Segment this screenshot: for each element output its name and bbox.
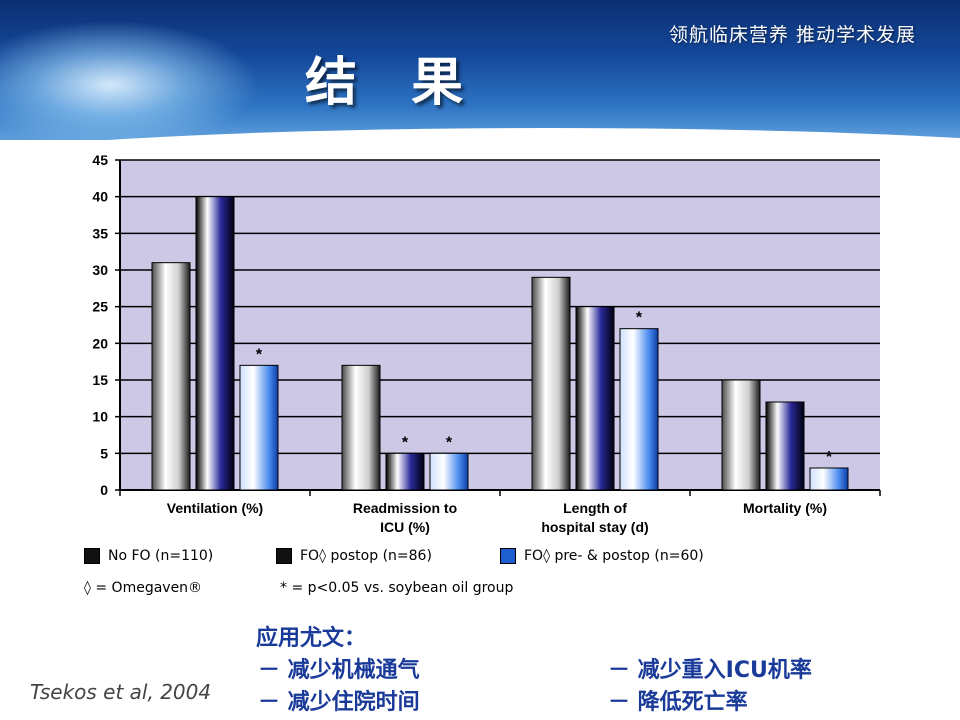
application-item: － 降低死亡率 (608, 690, 748, 715)
application-item: － 减少住院时间 (258, 690, 420, 715)
omegaven-note: ◊ = Omegaven® (84, 580, 203, 596)
y-tick-label: 0 (100, 482, 108, 498)
y-tick-label: 10 (92, 409, 108, 425)
x-category-label: Length of (563, 500, 627, 516)
bar (531, 276, 571, 491)
header-subtitle: 领航临床营养 推动学术发展 (668, 24, 916, 46)
bar (575, 306, 615, 491)
x-category-label: Ventilation (%) (167, 500, 263, 516)
x-category-label: ICU (%) (380, 519, 430, 535)
y-tick-label: 45 (92, 152, 108, 168)
legend-item-fo-postop: FO◊ postop (n=86) (276, 548, 432, 564)
significance-note: * = p<0.05 vs. soybean oil group (280, 580, 514, 596)
slide-title: 结 果 (305, 53, 482, 113)
x-category-label: hospital stay (d) (541, 519, 648, 535)
bar (195, 196, 235, 491)
y-tick-label: 20 (92, 335, 108, 351)
legend-label-fo-postop: FO◊ postop (n=86) (300, 548, 432, 564)
x-category-label: Readmission to (353, 500, 457, 516)
bar-chart: 0 5 10 15 20 25 30 35 40 45 * Ventilation (%) * * Read… (92, 152, 881, 535)
legend-label-no-fo: No FO (n=110) (108, 548, 214, 564)
y-tick-label: 5 (100, 445, 108, 461)
bar (809, 467, 849, 491)
application-item: － 减少机械通气 (258, 658, 420, 683)
application-label: 应用尤文： (256, 626, 367, 651)
y-tick-label: 25 (92, 299, 108, 315)
y-tick-label: 40 (92, 189, 108, 205)
bar (619, 328, 659, 491)
bar (385, 452, 425, 491)
source-citation: Tsekos et al, 2004 (30, 680, 212, 704)
legend-swatch-fo-postop (276, 548, 292, 564)
significance-marker: * (256, 346, 263, 363)
legend-label-fo-pre-postop: FO◊ pre- & postop (n=60) (524, 548, 704, 564)
header-banner: 领航临床营养 推动学术发展 结 果 (0, 0, 960, 140)
significance-marker: * (402, 434, 409, 451)
significance-marker: * (446, 434, 453, 451)
significance-marker: * (826, 449, 833, 466)
y-tick-label: 35 (92, 225, 108, 241)
bar (341, 364, 381, 491)
bar (151, 262, 191, 491)
legend-item-no-fo: No FO (n=110) (84, 548, 213, 564)
bar (429, 452, 469, 491)
water-drop-graphic (0, 20, 260, 140)
significance-marker: * (636, 310, 643, 327)
legend-swatch-fo-pre-postop (500, 548, 516, 564)
legend-swatch-no-fo (84, 548, 100, 564)
x-category-label: Mortality (%) (743, 500, 827, 516)
bar (239, 364, 279, 491)
bar (765, 401, 805, 491)
bar (721, 379, 761, 491)
y-tick-label: 30 (92, 262, 108, 278)
y-tick-label: 15 (92, 372, 108, 388)
legend-item-fo-pre-postop: FO◊ pre- & postop (n=60) (500, 548, 704, 564)
application-item: － 减少重入ICU机率 (608, 658, 812, 683)
